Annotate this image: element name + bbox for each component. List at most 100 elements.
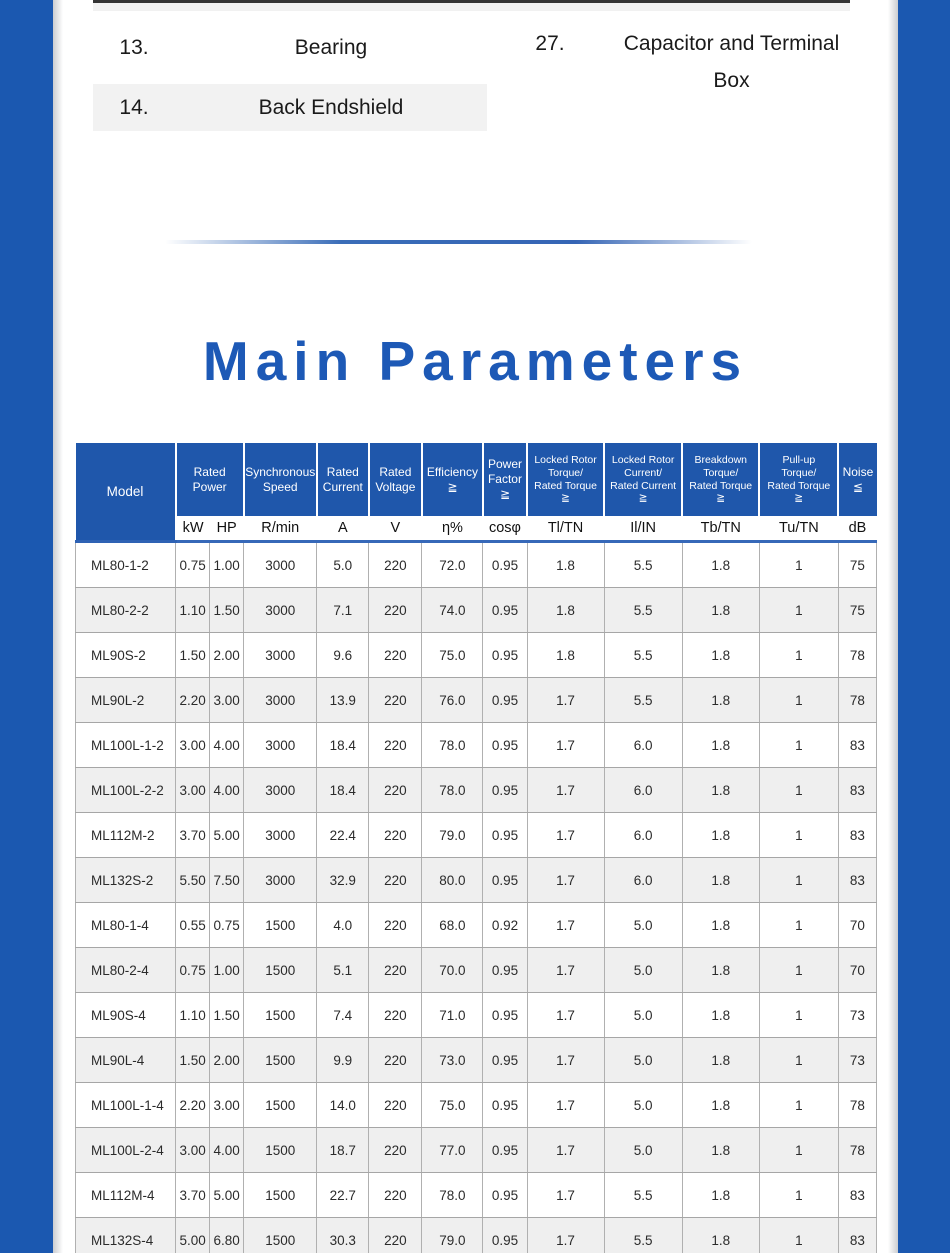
column-group-header: Locked Rotor Torque/ Rated Torque ≧ bbox=[527, 443, 606, 516]
value-cell: 22.7 bbox=[316, 1172, 370, 1218]
value-cell: 72.0 bbox=[421, 541, 484, 588]
value-cell: 1.8 bbox=[527, 541, 605, 588]
column-group-header: Rated Voltage bbox=[368, 443, 423, 516]
value-cell: 79.0 bbox=[421, 1217, 484, 1253]
model-cell: ML90S-2 bbox=[74, 632, 177, 678]
value-cell: 83 bbox=[838, 1172, 878, 1218]
model-cell: ML90S-4 bbox=[74, 992, 177, 1038]
value-cell: 1.7 bbox=[527, 947, 605, 993]
value-cell: 1 bbox=[759, 812, 839, 858]
value-cell: 32.9 bbox=[316, 857, 370, 903]
value-cell: 1.7 bbox=[527, 992, 605, 1038]
right-blue-band bbox=[898, 0, 950, 1253]
value-cell: 0.95 bbox=[482, 632, 528, 678]
column-group-header: Rated Current bbox=[316, 443, 370, 516]
value-cell: 220 bbox=[368, 1172, 423, 1218]
value-cell: 5.0 bbox=[604, 1082, 683, 1128]
value-cell: 1 bbox=[759, 632, 839, 678]
value-cell: 1500 bbox=[243, 947, 318, 993]
value-cell: 2.20 bbox=[175, 677, 211, 723]
value-cell: 1.8 bbox=[682, 767, 760, 813]
value-cell: 1 bbox=[759, 857, 839, 903]
value-cell: 5.5 bbox=[604, 1217, 683, 1253]
value-cell: 75 bbox=[838, 587, 878, 633]
value-cell: 70.0 bbox=[421, 947, 484, 993]
value-cell: 5.0 bbox=[604, 947, 683, 993]
value-cell: 1.7 bbox=[527, 857, 605, 903]
value-cell: 220 bbox=[368, 1037, 423, 1083]
value-cell: 0.95 bbox=[482, 992, 528, 1038]
parameters-table: Model Rated Power Synchronous Speed Rated C… bbox=[74, 443, 878, 1253]
part-number: 14. bbox=[119, 96, 149, 119]
value-cell: 79.0 bbox=[421, 812, 484, 858]
value-cell: 1 bbox=[759, 1037, 839, 1083]
parts-list: 13. Bearing 14. Back Endshield 27. Capac… bbox=[93, 11, 850, 131]
value-cell: 5.5 bbox=[604, 1172, 683, 1218]
part-label: Capacitor and Terminal Box bbox=[623, 32, 840, 92]
unit-header-cell: V bbox=[368, 516, 422, 543]
value-cell: 1 bbox=[759, 722, 839, 768]
value-cell: 0.75 bbox=[175, 947, 211, 993]
value-cell: 220 bbox=[368, 902, 423, 948]
part-label: Bearing bbox=[294, 36, 368, 59]
value-cell: 220 bbox=[368, 947, 423, 993]
value-cell: 1.8 bbox=[682, 857, 760, 903]
table-row: ML90L-4 1.50 2.00 1500 9.9 220 73.0 0.95 1.7 5.0 1… bbox=[74, 1037, 878, 1083]
unit-header-cell: Il/IN bbox=[604, 516, 683, 543]
value-cell: 1.00 bbox=[209, 541, 245, 588]
value-cell: 3000 bbox=[243, 587, 318, 633]
value-cell: 1500 bbox=[243, 1172, 318, 1218]
value-cell: 220 bbox=[368, 767, 423, 813]
unit-header-cell: cosφ bbox=[482, 516, 527, 543]
value-cell: 1.8 bbox=[682, 1082, 760, 1128]
value-cell: 1500 bbox=[243, 902, 318, 948]
value-cell: 5.5 bbox=[604, 632, 683, 678]
table-row: ML100L-2-2 3.00 4.00 3000 18.4 220 78.0 0.95 1.7… bbox=[74, 767, 878, 813]
value-cell: 220 bbox=[368, 1217, 423, 1253]
value-cell: 0.75 bbox=[175, 541, 211, 588]
value-cell: 78 bbox=[838, 632, 878, 678]
value-cell: 5.0 bbox=[604, 992, 683, 1038]
value-cell: 1500 bbox=[243, 1127, 318, 1173]
table-row: ML80-1-2 0.75 1.00 3000 5.0 220 72.0 0.95 1.8 5.5… bbox=[74, 541, 878, 588]
value-cell: 220 bbox=[368, 812, 423, 858]
value-cell: 220 bbox=[368, 1082, 423, 1128]
value-cell: 0.92 bbox=[482, 902, 528, 948]
value-cell: 3.00 bbox=[209, 1082, 245, 1128]
value-cell: 71.0 bbox=[421, 992, 484, 1038]
value-cell: 1.50 bbox=[209, 992, 245, 1038]
value-cell: 77.0 bbox=[421, 1127, 484, 1173]
value-cell: 80.0 bbox=[421, 857, 484, 903]
value-cell: 75.0 bbox=[421, 632, 484, 678]
value-cell: 1.8 bbox=[682, 1217, 760, 1253]
value-cell: 220 bbox=[368, 857, 423, 903]
part-number: 13. bbox=[119, 36, 149, 59]
section-title: Main Parameters bbox=[202, 330, 749, 392]
model-cell: ML100L-2-4 bbox=[74, 1127, 177, 1173]
column-group-header: Locked Rotor Current/ Rated Current ≧ bbox=[604, 443, 684, 516]
value-cell: 1 bbox=[759, 587, 839, 633]
table-row: ML100L-2-4 3.00 4.00 1500 18.7 220 77.0 0.95 1.7… bbox=[74, 1127, 878, 1173]
value-cell: 1.8 bbox=[682, 992, 760, 1038]
value-cell: 1 bbox=[759, 1082, 839, 1128]
model-cell: ML112M-2 bbox=[74, 812, 177, 858]
unit-header-cell: R/min bbox=[243, 516, 317, 543]
value-cell: 7.50 bbox=[209, 857, 245, 903]
unit-header-cell: kW bbox=[175, 516, 210, 543]
table-row: ML80-2-4 0.75 1.00 1500 5.1 220 70.0 0.95 1.7 5.0… bbox=[74, 947, 878, 993]
value-cell: 220 bbox=[368, 992, 423, 1038]
value-cell: 1.7 bbox=[527, 677, 605, 723]
value-cell: 73.0 bbox=[421, 1037, 484, 1083]
value-cell: 1 bbox=[759, 1172, 839, 1218]
value-cell: 6.0 bbox=[604, 812, 683, 858]
table-row: ML132S-4 5.00 6.80 1500 30.3 220 79.0 0.95 1.7 5.… bbox=[74, 1217, 878, 1253]
value-cell: 5.5 bbox=[604, 677, 683, 723]
value-cell: 1.50 bbox=[209, 587, 245, 633]
value-cell: 0.95 bbox=[482, 857, 528, 903]
value-cell: 1.8 bbox=[682, 677, 760, 723]
value-cell: 5.00 bbox=[209, 812, 245, 858]
model-cell: ML90L-2 bbox=[74, 677, 177, 723]
table-row: ML112M-4 3.70 5.00 1500 22.7 220 78.0 0.95 1.7 5.… bbox=[74, 1172, 878, 1218]
table-row: ML90S-2 1.50 2.00 3000 9.6 220 75.0 0.95 1.8 5.5 1… bbox=[74, 632, 878, 678]
value-cell: 6.0 bbox=[604, 722, 683, 768]
